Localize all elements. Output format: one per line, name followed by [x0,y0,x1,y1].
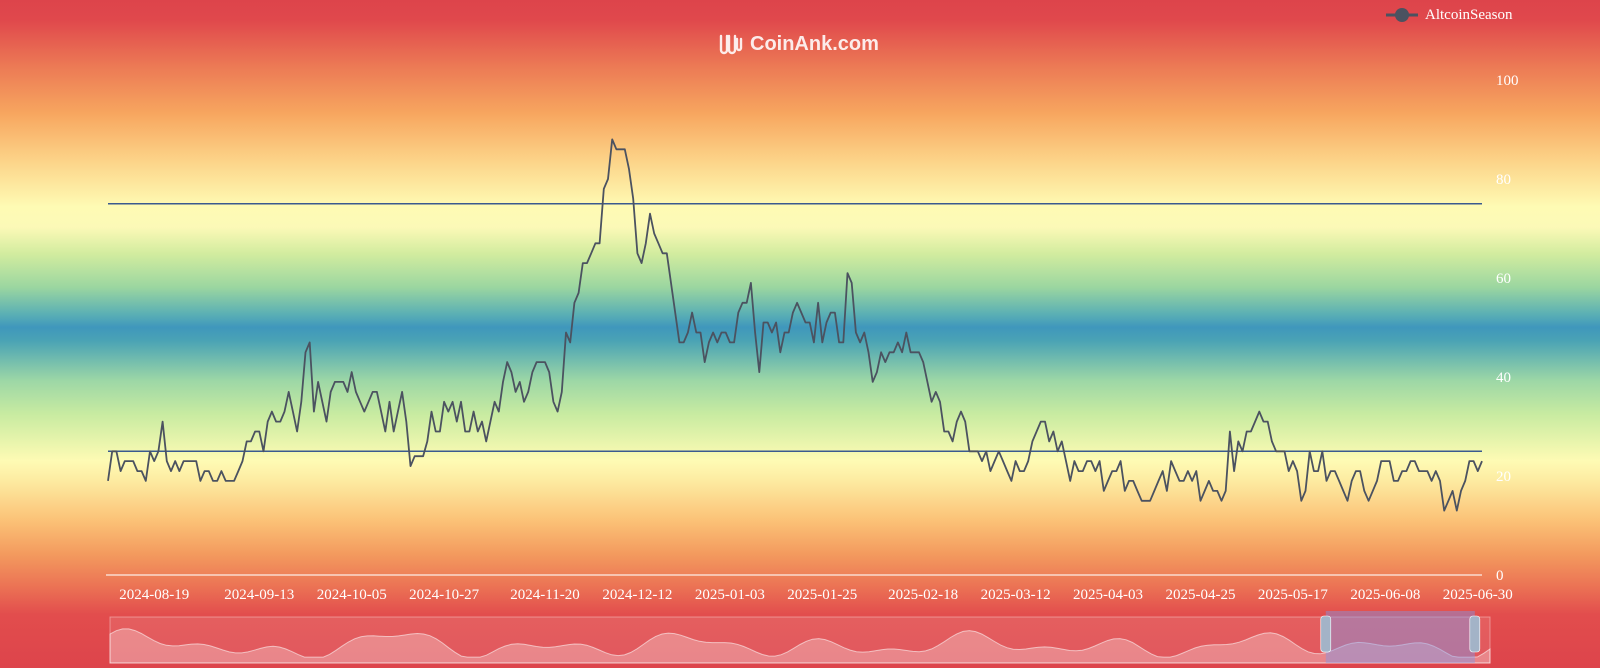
coinank-logo: CoinAnk.com [718,30,879,58]
x-tick-label: 2025-06-30 [1443,587,1513,603]
series-line-altcoinseason [107,138,1483,512]
x-tick-label: 2024-08-19 [119,587,189,603]
legend-item-altcoinseason[interactable]: AltcoinSeason [1385,5,1513,25]
x-tick-label: 2024-12-12 [602,587,672,603]
y-tick-label: 20 [1496,469,1511,485]
x-tick-label: 2025-03-12 [981,587,1051,603]
y-tick-label: 80 [1496,172,1511,188]
data-zoom-slider[interactable] [109,611,1491,664]
x-tick-label: 2024-11-20 [510,587,579,603]
y-tick-label: 40 [1496,370,1511,386]
slider-selected-window[interactable] [1325,611,1475,663]
x-tick-label: 2025-02-18 [888,587,958,603]
x-tick-label: 2024-10-05 [317,587,387,603]
slider-overview-area [109,628,1491,664]
coinank-logo-icon [719,34,743,55]
slider-end-handle[interactable] [1469,615,1481,653]
coinank-logo-text: CoinAnk.com [750,32,879,55]
y-tick-label: 100 [1496,73,1519,89]
slider-start-handle[interactable] [1320,615,1332,653]
x-tick-label: 2025-04-25 [1165,587,1235,603]
x-tick-label: 2024-10-27 [409,587,479,603]
legend-label: AltcoinSeason [1425,6,1513,23]
x-tick-label: 2025-01-03 [695,587,765,603]
plot-area: 0 20 40 60 80 100 2024-08-19 2024-09-13 2024-10-… [106,73,1519,603]
x-tick-label: 2024-09-13 [224,587,294,603]
x-tick-label: 2025-01-25 [787,587,857,603]
x-tick-label: 2025-06-08 [1350,587,1420,603]
y-tick-label: 0 [1496,568,1504,584]
legend-line-marker-icon [1386,8,1418,22]
series-points [107,138,1483,512]
y-tick-label: 60 [1496,271,1511,287]
x-tick-label: 2025-04-03 [1073,587,1143,603]
x-tick-label: 2025-05-17 [1258,587,1328,603]
